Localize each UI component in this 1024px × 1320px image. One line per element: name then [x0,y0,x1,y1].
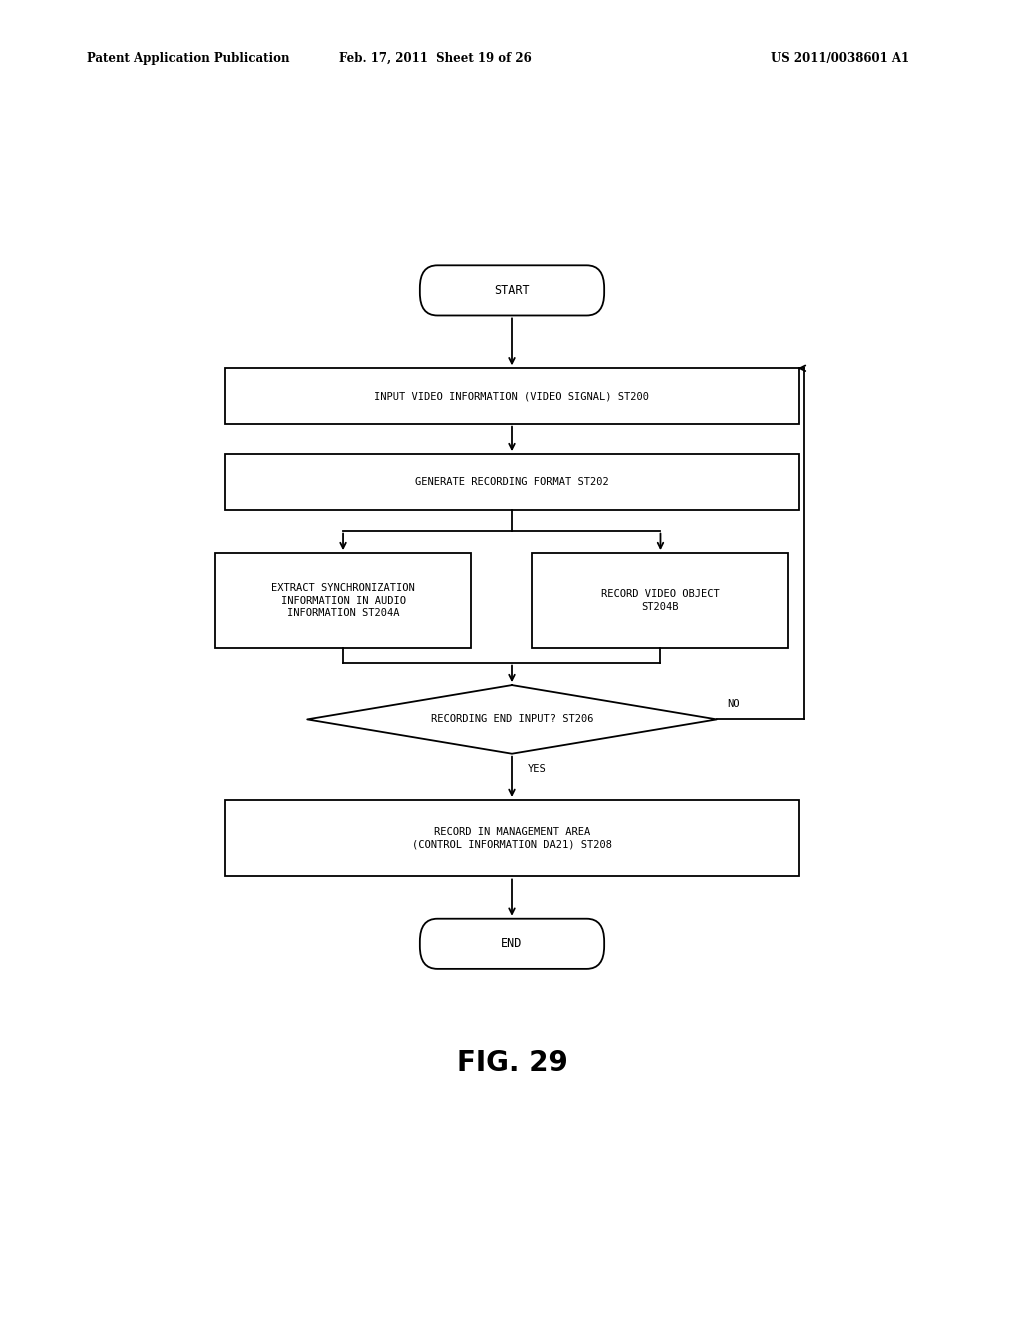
Text: FIG. 29: FIG. 29 [457,1048,567,1077]
Bar [225,454,799,510]
Text: Patent Application Publication: Patent Application Publication [87,51,290,65]
Text: NO: NO [727,698,739,709]
Text: EXTRACT SYNCHRONIZATION
INFORMATION IN AUDIO
INFORMATION ST204A: EXTRACT SYNCHRONIZATION INFORMATION IN A… [271,583,415,618]
Bar [215,553,471,648]
FancyBboxPatch shape [420,265,604,315]
Polygon shape [307,685,717,754]
Text: GENERATE RECORDING FORMAT ST202: GENERATE RECORDING FORMAT ST202 [415,477,609,487]
Text: RECORD VIDEO OBJECT
ST204B: RECORD VIDEO OBJECT ST204B [601,590,720,611]
Text: END: END [502,937,522,950]
FancyBboxPatch shape [420,919,604,969]
Text: RECORD IN MANAGEMENT AREA
(CONTROL INFORMATION DA21) ST208: RECORD IN MANAGEMENT AREA (CONTROL INFOR… [412,828,612,849]
Bar [225,368,799,424]
Text: INPUT VIDEO INFORMATION (VIDEO SIGNAL) ST200: INPUT VIDEO INFORMATION (VIDEO SIGNAL) S… [375,391,649,401]
Text: YES: YES [527,764,546,775]
Text: Feb. 17, 2011  Sheet 19 of 26: Feb. 17, 2011 Sheet 19 of 26 [339,51,531,65]
Text: RECORDING END INPUT? ST206: RECORDING END INPUT? ST206 [431,714,593,725]
Bar [225,800,799,876]
Text: US 2011/0038601 A1: US 2011/0038601 A1 [771,51,908,65]
Bar [532,553,788,648]
Text: START: START [495,284,529,297]
